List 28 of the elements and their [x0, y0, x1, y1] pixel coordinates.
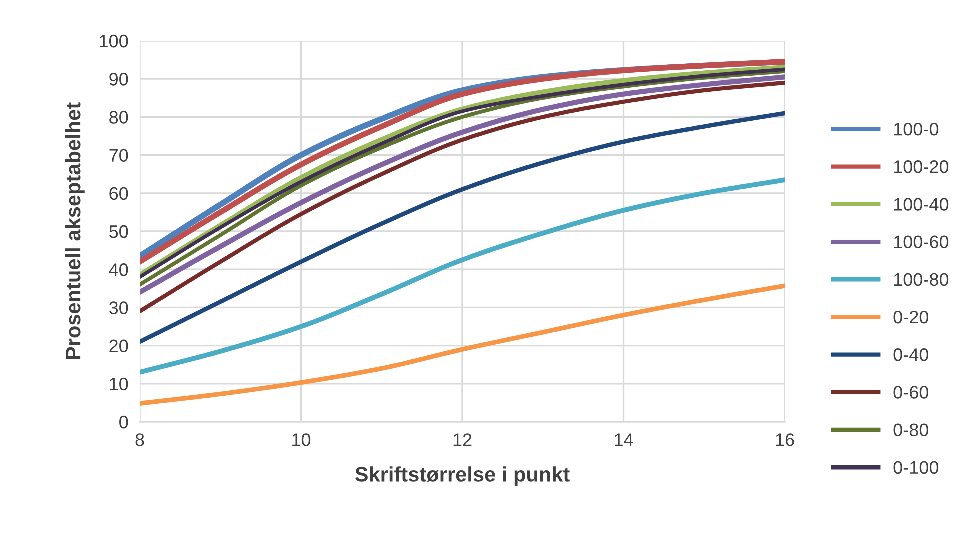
legend-label: 100-80	[894, 273, 949, 286]
y-tick-label: 0	[120, 416, 128, 429]
legend-label: 100-0	[894, 122, 939, 136]
y-tick-label: 100	[100, 34, 128, 48]
y-tick-label: 60	[110, 187, 128, 200]
x-tick-label: 8	[136, 434, 144, 446]
y-axis-title: Prosentuell akseptabelhet	[65, 102, 85, 360]
y-tick-label: 90	[110, 73, 128, 86]
y-tick-label: 70	[110, 149, 128, 162]
x-tick-label: 12	[454, 434, 472, 446]
x-tick-label: 10	[292, 434, 311, 446]
legend-label: 0-60	[894, 386, 929, 399]
y-tick-label: 50	[110, 225, 128, 238]
y-tick-label: 80	[110, 111, 128, 124]
legend-label: 0-40	[894, 348, 929, 362]
legend-label: 0-20	[894, 310, 929, 324]
legend-label: 100-60	[894, 236, 949, 249]
legend-label: 0-100	[894, 461, 939, 474]
y-tick-label: 30	[109, 302, 128, 314]
legend-label: 100-40	[894, 198, 949, 211]
y-tick-label: 20	[110, 340, 128, 353]
y-tick-label: 10	[110, 378, 128, 391]
x-axis-title: Skriftstørrelse i punkt	[355, 466, 570, 486]
x-tick-label: 16	[776, 434, 794, 446]
legend-label: 0-80	[894, 424, 929, 437]
legend-label: 100-20	[894, 160, 949, 174]
x-tick-label: 14	[615, 434, 634, 446]
y-tick-label: 40	[109, 264, 128, 276]
